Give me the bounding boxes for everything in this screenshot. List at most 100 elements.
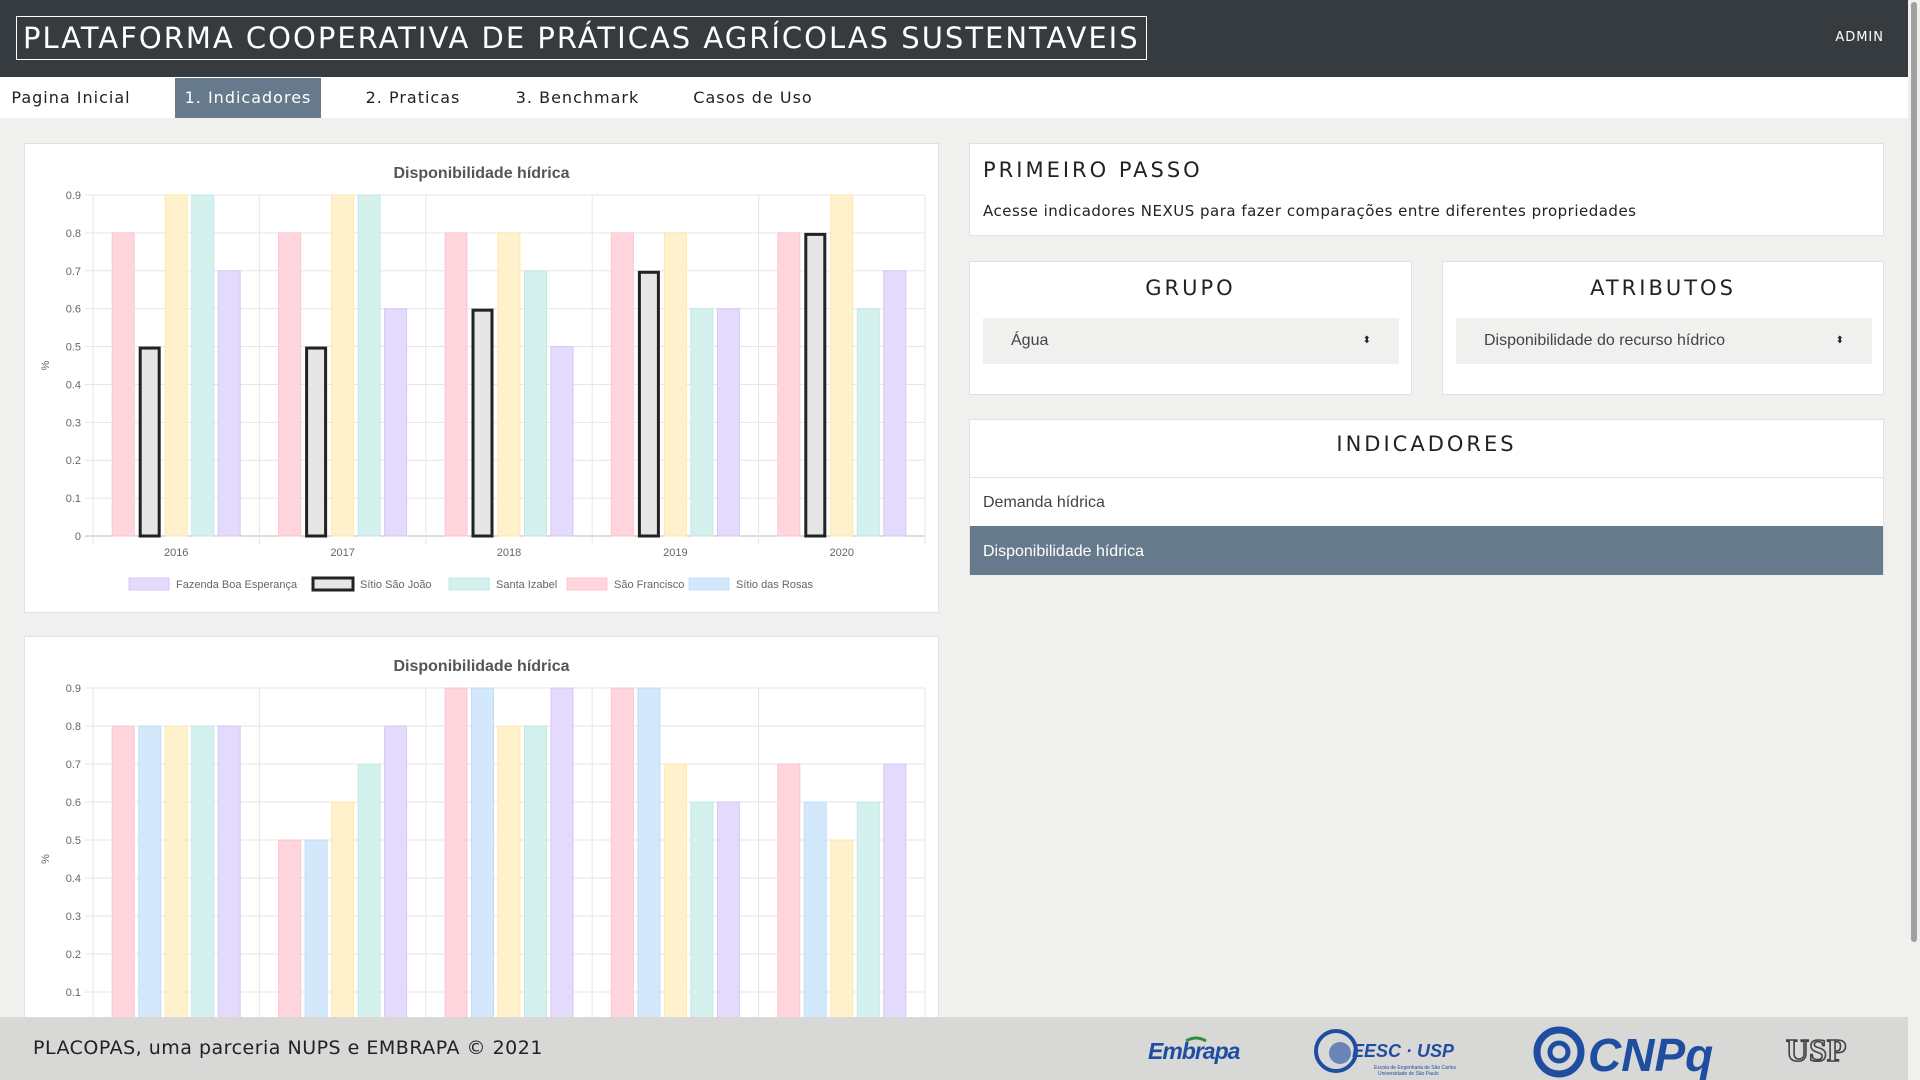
nav-item-pagina-inicial[interactable]: Pagina Inicial [11,88,131,107]
bar [690,308,714,537]
chart-title: Disponibilidade hídrica [393,165,570,182]
bar [883,763,907,1027]
bar [524,725,547,1027]
x-tick-label: 2019 [663,547,687,559]
svg-text:Universidade de São Paulo: Universidade de São Paulo [1378,1071,1439,1077]
bar [471,308,494,538]
atributos-selected-value: Disponibilidade do recurso hídrico [1484,332,1726,349]
bar [497,725,521,1027]
y-tick-label: 0.4 [66,379,81,391]
y-tick-label: 0.9 [66,190,81,202]
nav-item-praticas[interactable]: 2. Praticas [365,88,461,107]
bar [804,232,827,538]
bar [690,801,714,1027]
bar [357,763,381,1027]
bar [384,725,408,1027]
nav-item-indicadores[interactable]: 1. Indicadores [175,78,321,118]
nav-item-casos-de-uso[interactable]: Casos de Uso [693,88,813,107]
bar [164,725,188,1027]
bar-chart-1: 0 0.1 0.2 0.3 0.4 0.5 0.6 0.7 0.8 0.9% 2016 2017 201… [40,190,926,592]
x-tick-label: 2020 [830,547,854,559]
atributos-select[interactable]: Disponibilidade do recurso hídrico ⬍ [1456,318,1872,364]
chart-title: Disponibilidade hídrica [393,658,570,675]
select-arrows-icon: ⬍ [1362,335,1371,346]
svg-text:Escola de Engenharia de São Ca: Escola de Engenharia de São Carlos [1374,1065,1456,1071]
bar-chart-2: 0.1 0.2 0.3 0.4 0.5 0.6 0.7 0.8 0.9% [40,683,926,1027]
svg-text:Embrapa: Embrapa [1148,1038,1241,1064]
app-title[interactable]: PLATAFORMA COOPERATIVA DE PRÁTICAS AGRÍC… [16,16,1147,60]
bar [471,687,494,1027]
grupo-select[interactable]: Água ⬍ [983,318,1399,364]
legend-swatch [128,577,170,591]
legend-swatch [566,577,608,591]
bar [856,308,880,537]
y-tick-label: 0.4 [66,873,81,885]
bar [305,346,328,538]
y-tick-label: 0.5 [66,342,81,354]
svg-text:EESC · USP: EESC · USP [1352,1041,1455,1061]
bar [444,687,468,1027]
app-header: PLATAFORMA COOPERATIVA DE PRÁTICAS AGRÍC… [0,0,1920,77]
bar [331,801,355,1027]
bar [217,270,241,537]
admin-link[interactable]: ADMIN [1835,30,1884,45]
y-tick-label: 0.6 [66,797,81,809]
y-axis-label: % [40,854,52,864]
bar [883,270,907,537]
legend-label: Sítio das Rosas [736,579,814,591]
legend-swatch [448,577,490,591]
svg-text:USP: USP [1786,1035,1846,1065]
bar [610,232,634,537]
y-tick-label: 0.3 [66,911,81,923]
y-tick-label: 0.2 [66,949,81,961]
scrollbar-thumb[interactable] [1911,2,1917,942]
bar [777,232,801,537]
bar [331,194,355,537]
first-step-heading: PRIMEIRO PASSO [983,158,1203,182]
indicator-item-demanda-hidrica[interactable]: Demanda hídrica [970,477,1883,526]
embrapa-logo: Embrapa [1148,1035,1244,1067]
y-tick-label: 0.7 [66,759,81,771]
atributos-heading: ATRIBUTOS [1590,276,1736,300]
y-tick-label: 0.5 [66,835,81,847]
bar [550,346,574,537]
y-tick-label: 0.7 [66,266,81,278]
bar [111,725,135,1027]
bar [384,308,408,537]
bar [777,763,801,1027]
page-footer: PLACOPAS, uma parceria NUPS e EMBRAPA © … [0,1017,1908,1080]
bar [164,194,188,537]
select-arrows-icon: ⬍ [1835,335,1844,346]
atributos-panel: ATRIBUTOS Disponibilidade do recurso híd… [1442,261,1884,395]
y-tick-label: 0.2 [66,455,81,467]
legend-label: Fazenda Boa Esperança [176,579,298,591]
grupo-heading: GRUPO [1145,276,1236,300]
indicadores-heading: INDICADORES [1336,432,1517,456]
x-tick-label: 2016 [164,547,188,559]
bar [304,839,328,1027]
legend-label: São Francisco [614,579,684,591]
bar [138,346,161,538]
legend-swatch [688,577,730,591]
legend-label: Sítio São João [360,579,432,591]
bar [138,725,162,1027]
indicator-item-disponibilidade-hidrica[interactable]: Disponibilidade hídrica [970,526,1883,575]
first-step-text: Acesse indicadores NEXUS para fazer comp… [983,202,1637,220]
y-tick-label: 0.1 [66,987,81,999]
bar [357,194,381,537]
bar [111,232,135,537]
indicadores-panel: INDICADORES Demanda hídrica Disponibilid… [969,419,1884,575]
eesc-usp-logo: EESC · USP Escola de Engenharia de São C… [1312,1025,1472,1077]
legend-swatch [311,576,355,592]
page-scrollbar[interactable] [1908,0,1920,1080]
nav-item-benchmark[interactable]: 3. Benchmark [515,88,640,107]
x-tick-label: 2018 [497,547,521,559]
bar [278,232,302,537]
bar [444,232,468,537]
bar [663,763,687,1027]
y-tick-label: 0.8 [66,721,81,733]
cnpq-logo: CNPq [1532,1023,1722,1080]
bar [830,839,854,1027]
bar [610,687,634,1027]
y-axis-label: % [40,360,52,370]
